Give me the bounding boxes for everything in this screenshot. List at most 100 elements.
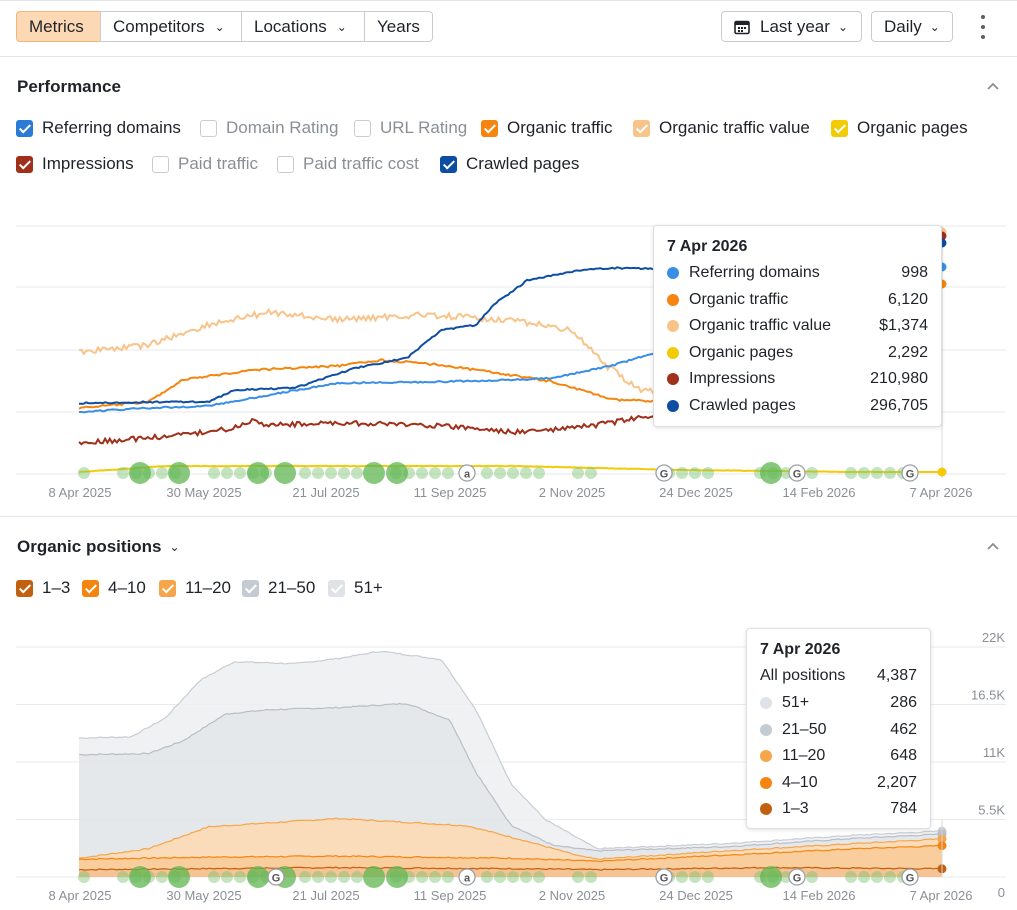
event-marker-large[interactable] — [760, 462, 782, 484]
event-marker[interactable] — [481, 467, 493, 479]
event-marker[interactable] — [416, 871, 428, 883]
event-marker[interactable] — [156, 467, 168, 479]
tab-locations[interactable]: Locations ⌄ — [241, 11, 365, 42]
event-marker[interactable] — [507, 871, 519, 883]
event-marker-large[interactable] — [386, 866, 408, 888]
event-marker[interactable] — [312, 467, 324, 479]
event-marker[interactable] — [585, 871, 597, 883]
chevron-up-icon[interactable] — [986, 79, 1000, 93]
event-marker-large[interactable] — [168, 462, 190, 484]
event-marker[interactable] — [858, 871, 870, 883]
organic-positions-dropdown[interactable]: Organic positions ⌄ — [17, 537, 180, 557]
event-marker[interactable] — [234, 467, 246, 479]
event-marker[interactable] — [572, 871, 584, 883]
date-range-dropdown[interactable]: Last year ⌄ — [721, 11, 862, 42]
event-marker-large[interactable] — [363, 462, 385, 484]
annotation-marker-g[interactable]: G — [788, 464, 806, 482]
event-marker[interactable] — [481, 871, 493, 883]
event-marker[interactable] — [676, 467, 688, 479]
event-marker[interactable] — [234, 871, 246, 883]
annotation-marker-a[interactable]: a — [458, 868, 476, 886]
checkbox-4-10[interactable]: 4–10 — [82, 578, 146, 598]
checkbox-1-3[interactable]: 1–3 — [16, 578, 70, 598]
checkbox-organic-traffic-value[interactable]: Organic traffic value — [633, 118, 810, 138]
event-marker[interactable] — [676, 871, 688, 883]
annotation-marker-g[interactable]: G — [788, 868, 806, 886]
tab-metrics[interactable]: Metrics — [16, 11, 101, 42]
event-marker[interactable] — [689, 467, 701, 479]
event-marker[interactable] — [702, 871, 714, 883]
annotation-marker-a[interactable]: a — [458, 464, 476, 482]
annotation-marker-g[interactable]: G — [655, 464, 673, 482]
checkbox-21-50[interactable]: 21–50 — [242, 578, 315, 598]
event-marker[interactable] — [689, 871, 701, 883]
event-marker[interactable] — [117, 871, 129, 883]
checkbox-domain-rating[interactable]: Domain Rating — [200, 118, 338, 138]
annotation-marker-g[interactable]: G — [267, 868, 285, 886]
checkbox-paid-traffic-cost[interactable]: Paid traffic cost — [277, 154, 419, 174]
event-marker[interactable] — [117, 467, 129, 479]
event-marker[interactable] — [351, 871, 363, 883]
event-marker-large[interactable] — [247, 866, 269, 888]
event-marker[interactable] — [520, 871, 532, 883]
annotation-marker-g[interactable]: G — [901, 868, 919, 886]
event-marker[interactable] — [702, 467, 714, 479]
event-marker[interactable] — [806, 871, 818, 883]
event-marker-large[interactable] — [363, 866, 385, 888]
event-marker[interactable] — [299, 871, 311, 883]
event-marker[interactable] — [429, 871, 441, 883]
event-marker[interactable] — [312, 871, 324, 883]
checkbox-paid-traffic[interactable]: Paid traffic — [152, 154, 258, 174]
event-marker[interactable] — [572, 467, 584, 479]
event-marker[interactable] — [208, 871, 220, 883]
annotation-marker-g[interactable]: G — [901, 464, 919, 482]
event-marker[interactable] — [884, 871, 896, 883]
event-marker[interactable] — [871, 467, 883, 479]
annotation-marker-g[interactable]: G — [655, 868, 673, 886]
more-options-icon[interactable] — [976, 15, 990, 39]
organic-positions-chart[interactable]: 22K 16.5K 11K 5.5K 0 G a G G G 8 Apr 2025 30 May 20… — [0, 620, 1017, 910]
tab-years[interactable]: Years — [364, 11, 433, 42]
event-marker[interactable] — [442, 467, 454, 479]
event-marker[interactable] — [884, 467, 896, 479]
event-marker[interactable] — [208, 467, 220, 479]
event-marker[interactable] — [416, 467, 428, 479]
event-marker[interactable] — [585, 467, 597, 479]
event-marker[interactable] — [325, 467, 337, 479]
event-marker-large[interactable] — [247, 462, 269, 484]
granularity-dropdown[interactable]: Daily ⌄ — [871, 11, 953, 42]
event-marker-large[interactable] — [386, 462, 408, 484]
checkbox-impressions[interactable]: Impressions — [16, 154, 134, 174]
event-marker-large[interactable] — [129, 866, 151, 888]
event-marker-large[interactable] — [274, 462, 296, 484]
checkbox-organic-traffic[interactable]: Organic traffic — [481, 118, 613, 138]
event-marker-large[interactable] — [760, 866, 782, 888]
event-marker[interactable] — [338, 871, 350, 883]
event-marker-large[interactable] — [168, 866, 190, 888]
event-marker[interactable] — [78, 871, 90, 883]
tab-competitors[interactable]: Competitors ⌄ — [100, 11, 242, 42]
event-marker[interactable] — [338, 467, 350, 479]
event-marker[interactable] — [871, 871, 883, 883]
event-marker[interactable] — [520, 467, 532, 479]
checkbox-url-rating[interactable]: URL Rating — [354, 118, 467, 138]
event-marker[interactable] — [507, 467, 519, 479]
event-marker[interactable] — [494, 467, 506, 479]
event-marker[interactable] — [533, 871, 545, 883]
event-marker[interactable] — [858, 467, 870, 479]
checkbox-organic-pages[interactable]: Organic pages — [831, 118, 968, 138]
checkbox-referring-domains[interactable]: Referring domains — [16, 118, 181, 138]
event-marker[interactable] — [429, 467, 441, 479]
event-marker[interactable] — [806, 467, 818, 479]
event-marker[interactable] — [156, 871, 168, 883]
event-marker[interactable] — [221, 871, 233, 883]
event-marker[interactable] — [845, 871, 857, 883]
event-marker[interactable] — [78, 467, 90, 479]
checkbox-11-20[interactable]: 11–20 — [159, 578, 231, 598]
event-marker[interactable] — [442, 871, 454, 883]
event-marker[interactable] — [299, 467, 311, 479]
checkbox-crawled-pages[interactable]: Crawled pages — [440, 154, 579, 174]
event-marker[interactable] — [325, 871, 337, 883]
event-marker-large[interactable] — [129, 462, 151, 484]
event-marker[interactable] — [494, 871, 506, 883]
